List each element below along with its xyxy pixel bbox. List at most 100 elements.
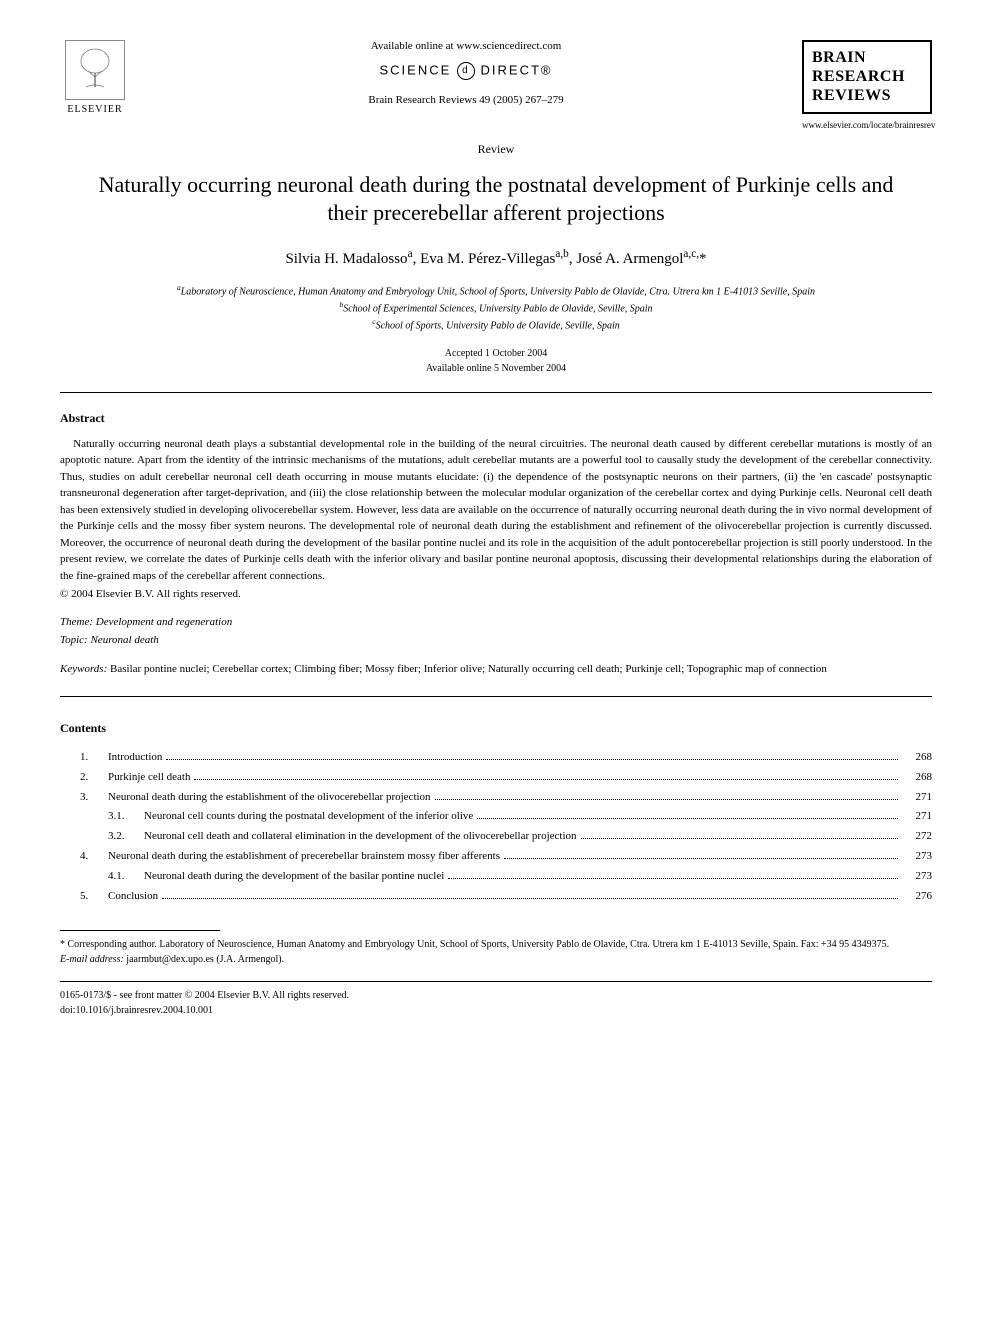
publisher-logo: ELSEVIER xyxy=(60,40,130,120)
toc-leader-dots xyxy=(162,898,898,899)
abstract-heading: Abstract xyxy=(60,411,932,426)
issn-line: 0165-0173/$ - see front matter © 2004 El… xyxy=(60,988,932,1003)
toc-row: 3.1.Neuronal cell counts during the post… xyxy=(80,807,932,827)
contents-heading: Contents xyxy=(60,721,932,736)
affiliation-c: cSchool of Sports, University Pablo de O… xyxy=(60,316,932,333)
toc-title: Introduction xyxy=(108,748,162,768)
divider xyxy=(60,696,932,697)
bottom-info: 0165-0173/$ - see front matter © 2004 El… xyxy=(60,988,932,1018)
article-title: Naturally occurring neuronal death durin… xyxy=(60,171,932,228)
accepted-date: Accepted 1 October 2004 xyxy=(60,346,932,361)
affiliation-b: bSchool of Experimental Sciences, Univer… xyxy=(60,299,932,316)
toc-leader-dots xyxy=(504,858,898,859)
toc-number: 3.1. xyxy=(108,807,144,827)
toc-leader-dots xyxy=(477,818,898,819)
toc-row: 5.Conclusion 276 xyxy=(80,887,932,907)
toc-page: 268 xyxy=(902,748,932,768)
theme-topic-block: Theme: Development and regeneration Topi… xyxy=(60,614,932,649)
toc-page: 276 xyxy=(902,887,932,907)
doi-line: doi:10.1016/j.brainresrev.2004.10.001 xyxy=(60,1003,932,1018)
toc-page: 273 xyxy=(902,867,932,887)
email-label: E-mail address: xyxy=(60,954,124,965)
journal-line2: RESEARCH xyxy=(812,67,922,86)
journal-line1: BRAIN xyxy=(812,48,922,67)
toc-page: 271 xyxy=(902,788,932,808)
divider xyxy=(60,981,932,982)
toc-number: 3. xyxy=(80,788,108,808)
keywords-block: Keywords: Basilar pontine nuclei; Cerebe… xyxy=(60,661,932,678)
toc-number: 4.1. xyxy=(108,867,144,887)
toc-leader-dots xyxy=(448,878,898,879)
toc-row: 3.2.Neuronal cell death and collateral e… xyxy=(80,827,932,847)
toc-row: 2.Purkinje cell death 268 xyxy=(80,768,932,788)
elsevier-tree-icon xyxy=(65,40,125,100)
divider xyxy=(60,392,932,393)
toc-page: 268 xyxy=(902,768,932,788)
theme-value: Development and regeneration xyxy=(96,616,232,628)
journal-reference: Brain Research Reviews 49 (2005) 267–279 xyxy=(150,94,782,106)
toc-number: 4. xyxy=(80,847,108,867)
toc-row: 1.Introduction 268 xyxy=(80,748,932,768)
author-3-aff: a,c, xyxy=(683,248,699,260)
toc-page: 272 xyxy=(902,827,932,847)
topic-row: Topic: Neuronal death xyxy=(60,632,932,650)
journal-line3: REVIEWS xyxy=(812,86,922,105)
affiliation-a: aLaboratory of Neuroscience, Human Anato… xyxy=(60,282,932,299)
journal-title-box: BRAIN RESEARCH REVIEWS xyxy=(802,40,932,114)
author-3-corr: * xyxy=(699,251,707,267)
topic-value: Neuronal death xyxy=(90,634,158,646)
toc-row: 4.1.Neuronal death during the developmen… xyxy=(80,867,932,887)
author-1: Silvia H. Madalosso xyxy=(285,251,407,267)
affiliations: aLaboratory of Neuroscience, Human Anato… xyxy=(60,282,932,334)
toc-title: Neuronal death during the development of… xyxy=(144,867,444,887)
keywords-value: Basilar pontine nuclei; Cerebellar corte… xyxy=(110,663,827,675)
toc-leader-dots xyxy=(166,759,898,760)
toc-title: Conclusion xyxy=(108,887,158,907)
authors: Silvia H. Madalossoa, Eva M. Pérez-Ville… xyxy=(60,248,932,268)
corresponding-author: * Corresponding author. Laboratory of Ne… xyxy=(60,937,932,952)
toc-title: Neuronal cell death and collateral elimi… xyxy=(144,827,577,847)
abstract-body: Naturally occurring neuronal death plays… xyxy=(60,436,932,585)
header: ELSEVIER Available online at www.science… xyxy=(60,40,932,130)
toc-leader-dots xyxy=(581,838,899,839)
toc-number: 1. xyxy=(80,748,108,768)
article-type: Review xyxy=(60,142,932,157)
journal-logo: BRAIN RESEARCH REVIEWS www.elsevier.com/… xyxy=(802,40,932,130)
footnote-divider xyxy=(60,930,220,931)
sd-circle-icon: d xyxy=(457,62,475,80)
toc-page: 271 xyxy=(902,807,932,827)
toc-title: Purkinje cell death xyxy=(108,768,190,788)
toc-row: 3.Neuronal death during the establishmen… xyxy=(80,788,932,808)
toc-leader-dots xyxy=(194,779,898,780)
available-online-text: Available online at www.sciencedirect.co… xyxy=(150,40,782,52)
toc-number: 3.2. xyxy=(108,827,144,847)
toc-page: 273 xyxy=(902,847,932,867)
toc-title: Neuronal death during the establishment … xyxy=(108,788,431,808)
author-2: Eva M. Pérez-Villegas xyxy=(420,251,555,267)
toc-leader-dots xyxy=(435,799,898,800)
toc-title: Neuronal death during the establishment … xyxy=(108,847,500,867)
theme-label: Theme: xyxy=(60,616,93,628)
journal-url: www.elsevier.com/locate/brainresrev xyxy=(802,120,932,130)
sciencedirect-logo: SCIENCE d DIRECT® xyxy=(150,62,782,80)
elsevier-label: ELSEVIER xyxy=(67,104,122,115)
sd-left: SCIENCE xyxy=(379,62,451,77)
header-center: Available online at www.sciencedirect.co… xyxy=(130,40,802,106)
email-row: E-mail address: jaarmbut@dex.upo.es (J.A… xyxy=(60,952,932,967)
footnotes: * Corresponding author. Laboratory of Ne… xyxy=(60,937,932,967)
author-1-aff: a xyxy=(408,248,413,260)
author-2-aff: a,b xyxy=(555,248,568,260)
table-of-contents: 1.Introduction 268 2.Purkinje cell death 26… xyxy=(60,748,932,906)
toc-number: 5. xyxy=(80,887,108,907)
topic-label: Topic: xyxy=(60,634,88,646)
theme-row: Theme: Development and regeneration xyxy=(60,614,932,632)
sd-right: DIRECT® xyxy=(481,62,553,77)
available-date: Available online 5 November 2004 xyxy=(60,361,932,376)
keywords-label: Keywords: xyxy=(60,663,107,675)
article-dates: Accepted 1 October 2004 Available online… xyxy=(60,346,932,376)
author-3: José A. Armengol xyxy=(576,251,683,267)
toc-row: 4.Neuronal death during the establishmen… xyxy=(80,847,932,867)
email-value: jaarmbut@dex.upo.es (J.A. Armengol). xyxy=(126,954,284,965)
toc-number: 2. xyxy=(80,768,108,788)
toc-title: Neuronal cell counts during the postnata… xyxy=(144,807,473,827)
